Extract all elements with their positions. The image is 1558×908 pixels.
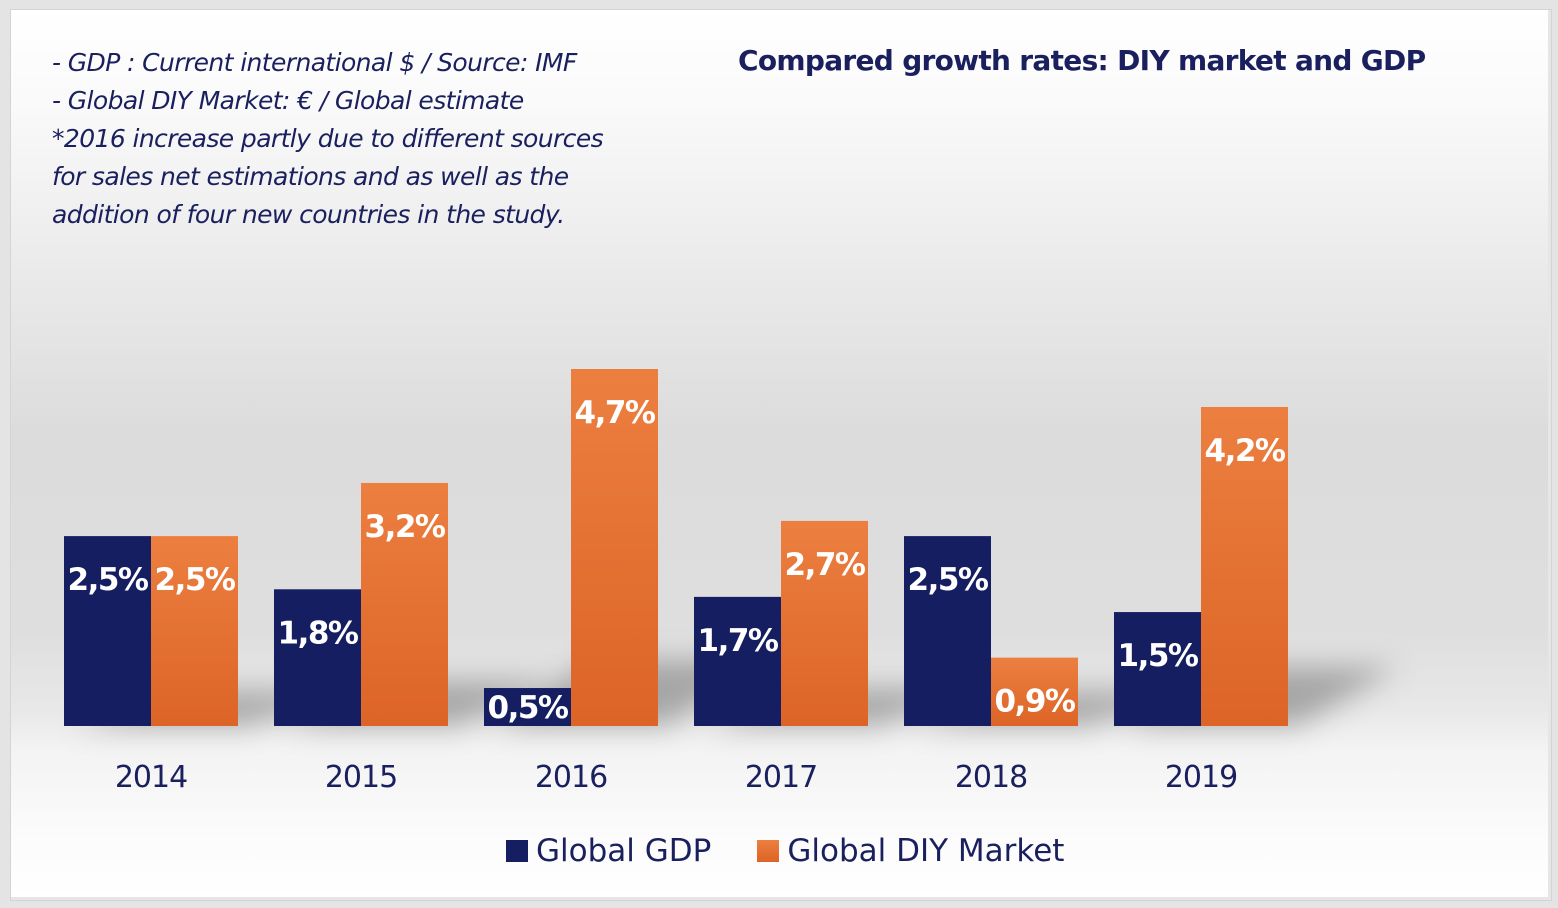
- bar-gdp-2017: [694, 596, 781, 726]
- note-line: *2016 increase partly due to different s…: [52, 124, 604, 153]
- chart-notes: - GDP : Current international $ / Source…: [52, 44, 692, 234]
- legend-swatch-diy: [757, 840, 780, 862]
- x-tick-label: 2014: [115, 760, 187, 795]
- data-label-gdp: 1,7%: [698, 623, 779, 659]
- x-axis-ticks: 2014 2015 2016 2017 2018 2019: [115, 760, 1238, 795]
- x-tick-label: 2016: [535, 760, 607, 795]
- bar-diy-2017: [781, 520, 868, 726]
- bar-gdp-2019: [1114, 612, 1201, 726]
- data-label-gdp: 2,5%: [908, 562, 989, 598]
- legend-swatch-gdp: [506, 840, 528, 862]
- legend-item-gdp: Global GDP: [506, 833, 711, 869]
- bar-gdp-2014: [64, 536, 151, 726]
- note-line: - Global DIY Market: € / Global estimate: [52, 86, 524, 115]
- legend: Global GDP Global DIY Market: [506, 830, 1110, 872]
- legend-label-gdp: Global GDP: [536, 833, 712, 869]
- bar-gdp-2016: [484, 688, 571, 726]
- data-labels-group: 2,5% 2,5%1,8%3,2%0,5%4,7%1,7%2,7% 2,5%0,9%…: [68, 395, 1288, 726]
- note-line: addition of four new countries in the st…: [52, 200, 565, 229]
- bar-diy-2014: [151, 536, 238, 726]
- note-line: for sales net estimations and as well as…: [52, 162, 569, 191]
- x-tick-label: 2018: [955, 760, 1027, 795]
- data-label-diy: 4,2%: [1205, 433, 1286, 469]
- data-label-diy: 2,5%: [155, 562, 236, 598]
- data-label-gdp: 1,5%: [1118, 638, 1199, 674]
- data-label-diy: 2,7%: [785, 547, 866, 583]
- chart-frame: [10, 9, 1552, 901]
- data-label-diy: 0,9%: [995, 684, 1076, 720]
- data-label-gdp: 1,8%: [278, 615, 359, 651]
- bars-group: [64, 369, 1288, 726]
- bar-diy-2015: [361, 482, 448, 726]
- bar-diy-2019: [1201, 406, 1288, 726]
- legend-item-diy: Global DIY Market: [757, 833, 1064, 869]
- bar-gdp-2015: [274, 589, 361, 726]
- legend-label-diy: Global DIY Market: [787, 833, 1065, 869]
- bar-gdp-2018: [904, 536, 991, 726]
- bar-diy-2018: [991, 657, 1078, 726]
- bar-diy-2016: [571, 369, 658, 726]
- x-tick-label: 2015: [325, 760, 397, 795]
- x-tick-label: 2019: [1165, 760, 1237, 795]
- data-label-gdp: 0,5%: [488, 690, 569, 726]
- x-tick-label: 2017: [745, 760, 817, 795]
- note-line: - GDP : Current international $ / Source…: [52, 48, 577, 77]
- data-label-diy: 3,2%: [365, 509, 446, 545]
- chart-title: Compared growth rates: DIY market and GD…: [738, 44, 1426, 77]
- data-label-diy: 4,7%: [575, 395, 656, 431]
- data-label-gdp: 2,5%: [68, 562, 149, 598]
